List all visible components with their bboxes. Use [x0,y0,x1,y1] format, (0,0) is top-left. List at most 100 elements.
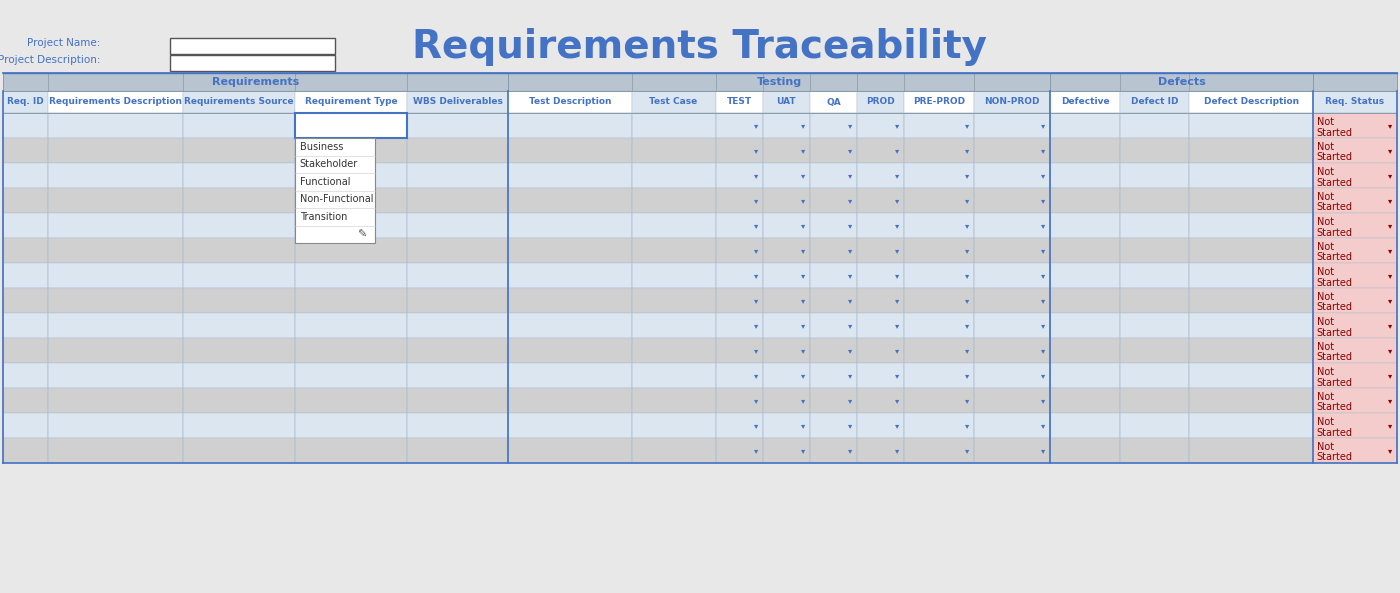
Text: ▾: ▾ [801,146,805,155]
Text: Not: Not [1317,117,1334,127]
Text: Non-Functional: Non-Functional [300,195,374,204]
Text: ▾: ▾ [895,446,899,455]
Text: Project Name:: Project Name: [27,38,99,48]
Text: Testing: Testing [756,77,802,87]
Text: Not: Not [1317,317,1334,327]
Text: ▾: ▾ [895,221,899,230]
FancyBboxPatch shape [182,213,295,238]
Text: ▾: ▾ [965,371,969,380]
FancyBboxPatch shape [1190,213,1313,238]
Text: ▾: ▾ [848,271,853,280]
Text: UAT: UAT [777,97,797,107]
FancyBboxPatch shape [974,213,1050,238]
Text: ▾: ▾ [753,321,757,330]
FancyBboxPatch shape [715,338,763,363]
FancyBboxPatch shape [1190,413,1313,438]
Text: Requirements: Requirements [211,77,300,87]
FancyBboxPatch shape [407,388,508,413]
FancyBboxPatch shape [1120,188,1190,213]
Text: ▾: ▾ [848,371,853,380]
FancyBboxPatch shape [48,238,182,263]
Text: WBS Deliverables: WBS Deliverables [413,97,503,107]
FancyBboxPatch shape [1190,438,1313,463]
FancyBboxPatch shape [508,288,631,313]
Text: ▾: ▾ [801,296,805,305]
Text: ▾: ▾ [801,221,805,230]
FancyBboxPatch shape [182,91,295,113]
Text: Started: Started [1317,452,1352,463]
FancyBboxPatch shape [1313,113,1397,138]
FancyBboxPatch shape [631,288,715,313]
Text: Req. ID: Req. ID [7,97,43,107]
Text: Started: Started [1317,352,1352,362]
FancyBboxPatch shape [904,413,974,438]
FancyBboxPatch shape [1120,91,1190,113]
FancyBboxPatch shape [811,413,857,438]
FancyBboxPatch shape [631,213,715,238]
FancyBboxPatch shape [857,388,904,413]
FancyBboxPatch shape [1190,188,1313,213]
FancyBboxPatch shape [811,138,857,163]
FancyBboxPatch shape [1120,413,1190,438]
Text: ▾: ▾ [1387,171,1392,180]
Text: ▾: ▾ [753,146,757,155]
FancyBboxPatch shape [295,313,407,338]
FancyBboxPatch shape [857,163,904,188]
Text: Test Description: Test Description [529,97,610,107]
FancyBboxPatch shape [811,288,857,313]
FancyBboxPatch shape [811,113,857,138]
FancyBboxPatch shape [631,413,715,438]
Text: ▾: ▾ [753,271,757,280]
FancyBboxPatch shape [904,288,974,313]
Text: Started: Started [1317,177,1352,187]
Text: PROD: PROD [867,97,895,107]
FancyBboxPatch shape [295,113,407,138]
Text: Project Description:: Project Description: [0,55,99,65]
Text: Not: Not [1317,267,1334,277]
Text: ▾: ▾ [1387,446,1392,455]
Text: ▾: ▾ [965,396,969,405]
FancyBboxPatch shape [1313,188,1397,213]
Text: Defects: Defects [1158,77,1205,87]
Text: Not: Not [1317,292,1334,302]
FancyBboxPatch shape [974,91,1050,113]
FancyBboxPatch shape [508,413,631,438]
FancyBboxPatch shape [1190,238,1313,263]
FancyBboxPatch shape [763,338,811,363]
Text: ▾: ▾ [1042,196,1046,205]
FancyBboxPatch shape [3,363,48,388]
FancyBboxPatch shape [857,413,904,438]
FancyBboxPatch shape [169,55,335,71]
FancyBboxPatch shape [763,313,811,338]
Text: ▾: ▾ [753,121,757,130]
FancyBboxPatch shape [857,213,904,238]
Text: ▾: ▾ [1042,446,1046,455]
FancyBboxPatch shape [811,363,857,388]
Text: NON-PROD: NON-PROD [984,97,1040,107]
FancyBboxPatch shape [182,263,295,288]
Text: ▾: ▾ [801,246,805,255]
FancyBboxPatch shape [508,313,631,338]
Text: TEST: TEST [727,97,752,107]
Text: ▾: ▾ [1387,121,1392,130]
FancyBboxPatch shape [857,188,904,213]
FancyBboxPatch shape [904,313,974,338]
FancyBboxPatch shape [857,263,904,288]
FancyBboxPatch shape [715,388,763,413]
FancyBboxPatch shape [295,263,407,288]
Text: ▾: ▾ [1042,146,1046,155]
FancyBboxPatch shape [508,188,631,213]
Text: ▾: ▾ [848,421,853,430]
FancyBboxPatch shape [169,38,335,54]
FancyBboxPatch shape [295,213,407,238]
FancyBboxPatch shape [1120,138,1190,163]
FancyBboxPatch shape [631,338,715,363]
FancyBboxPatch shape [48,363,182,388]
Text: Started: Started [1317,152,1352,162]
FancyBboxPatch shape [3,138,48,163]
FancyBboxPatch shape [857,138,904,163]
FancyBboxPatch shape [1050,438,1120,463]
FancyBboxPatch shape [48,213,182,238]
Text: ▾: ▾ [1042,296,1046,305]
FancyBboxPatch shape [631,113,715,138]
